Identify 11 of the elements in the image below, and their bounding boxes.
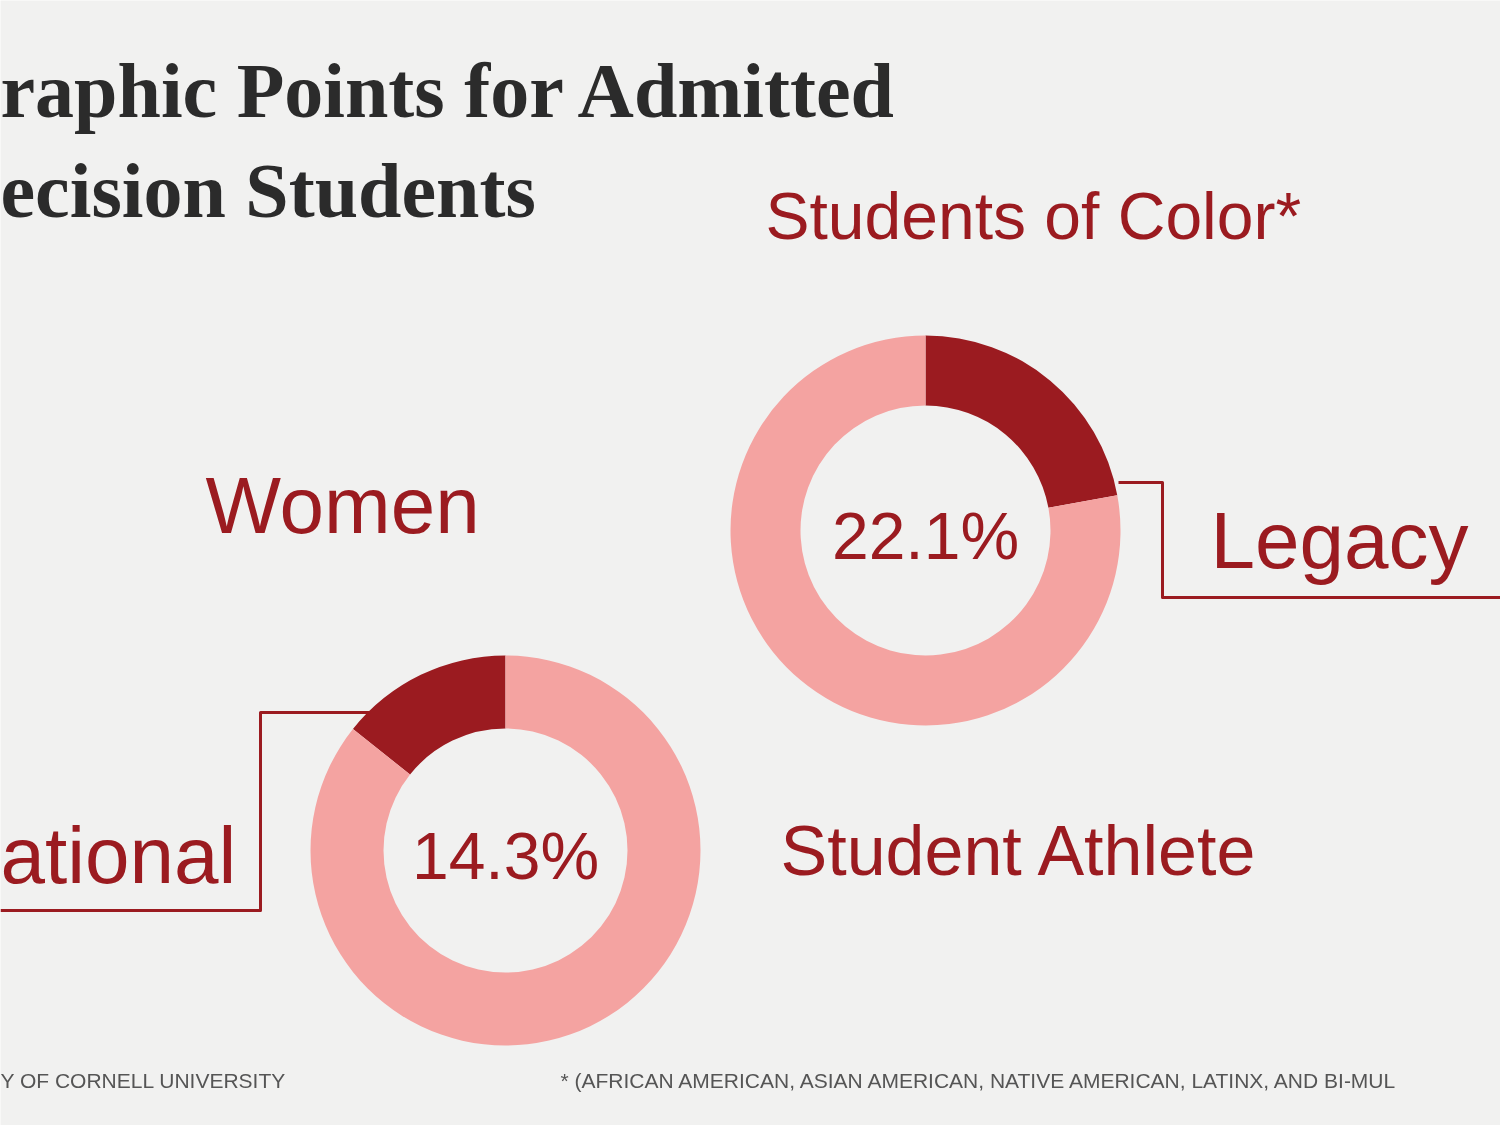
text: * (AFRICAN AMERICAN, ASIAN AMERICAN, NATIVE AMERICAN, LATINX, AND BI-MUL <box>560 1069 1396 1092</box>
text: Student Athlete <box>780 811 1256 890</box>
text: ecision Students <box>0 147 536 234</box>
text: 14.3% <box>411 818 600 893</box>
slice-label: Legacy <box>1210 496 1469 585</box>
text: Students of Color* <box>765 178 1302 253</box>
slice-label: ational <box>0 811 237 900</box>
text: Y OF CORNELL UNIVERSITY <box>0 1069 286 1092</box>
text: 22.1% <box>831 498 1020 573</box>
text: Women <box>205 461 480 550</box>
text: raphic Points for Admitted <box>0 47 894 134</box>
